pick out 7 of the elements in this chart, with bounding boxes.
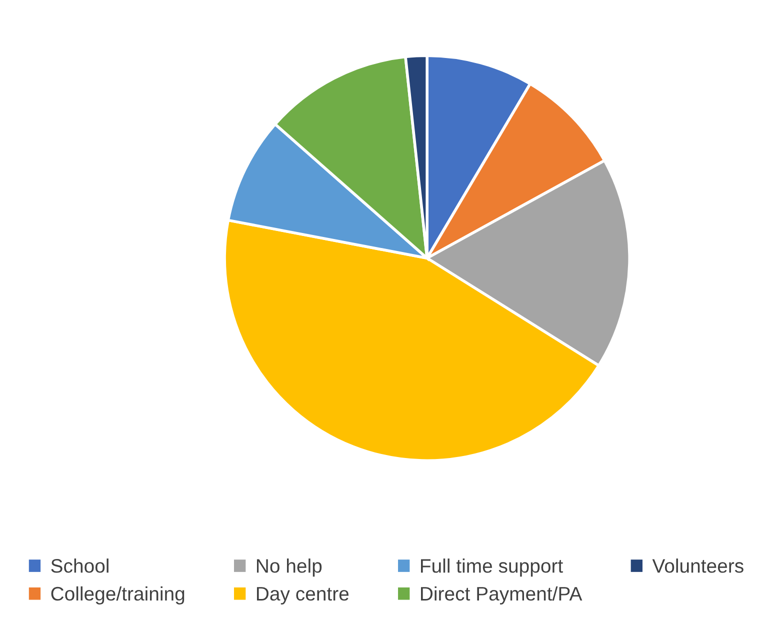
legend-label: Full time support	[421, 558, 563, 577]
legend-label: Volunteers	[652, 558, 744, 573]
legend-label: School	[51, 558, 108, 573]
legend-label: Day centre	[256, 587, 349, 604]
legend-label: No help	[256, 558, 322, 577]
legend-label: College/training	[51, 586, 184, 604]
legend-label: Direct Payment/PA	[421, 586, 582, 604]
